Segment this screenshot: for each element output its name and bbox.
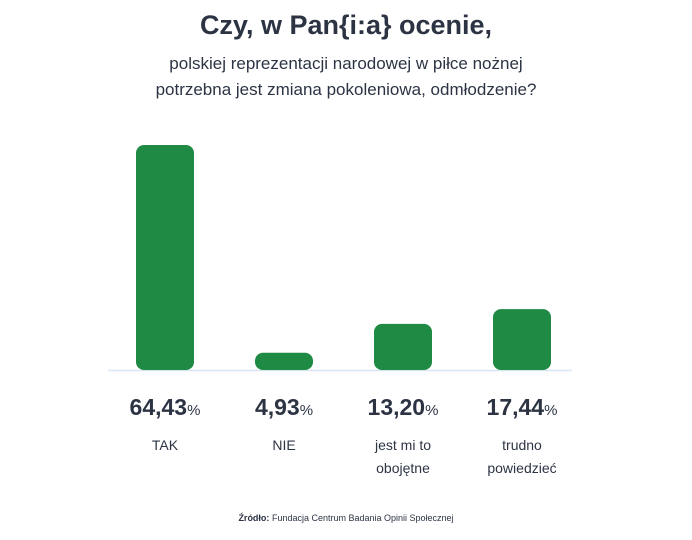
data-label-unit: % [187,402,201,419]
data-label-1: 64,43% [100,394,230,421]
data-label-value: 4,93 [254,394,300,420]
category-label-line: obojętne [376,460,430,476]
category-label-line: jest mi to [374,437,431,453]
data-label-unit: % [299,402,314,419]
data-label-3: 13,20% [338,394,468,421]
data-label-value: 13,20 [367,394,426,420]
category-label-1: TAK [100,434,230,457]
category-label-2: NIE [219,434,349,457]
source-note: Źródło: Fundacja Centrum Badania Opinii … [0,513,692,523]
data-label-value: 17,44 [486,394,545,420]
data-label-value: 64,43 [129,394,188,420]
data-label-unit: % [544,402,558,419]
data-label-unit: % [425,402,439,419]
chart-subtitle-line-1: polskiej reprezentacji narodowej w piłce… [169,54,523,73]
category-label-line: NIE [272,437,296,453]
chart-title: Czy, w Pan{i:a} ocenie, [199,10,493,40]
category-label-line: trudno [502,437,542,453]
data-label-4: 17,44% [457,394,587,421]
source-text: Fundacja Centrum Badania Opinii Społeczn… [271,513,454,523]
category-label-line: powiedzieć [487,460,557,476]
bar-1 [136,145,194,370]
bar-4 [493,309,551,370]
chart-subtitle-line-2: potrzebna jest zmiana pokoleniowa, odmło… [155,80,537,99]
bar-2 [255,352,313,370]
data-label-2: 4,93% [219,394,349,421]
source-label: Źródło: [238,513,270,523]
bar-3 [374,323,432,370]
category-label-3: jest mi to obojętne [338,434,468,480]
category-label-4: trudno powiedzieć [457,434,587,480]
category-label-line: TAK [151,437,179,453]
